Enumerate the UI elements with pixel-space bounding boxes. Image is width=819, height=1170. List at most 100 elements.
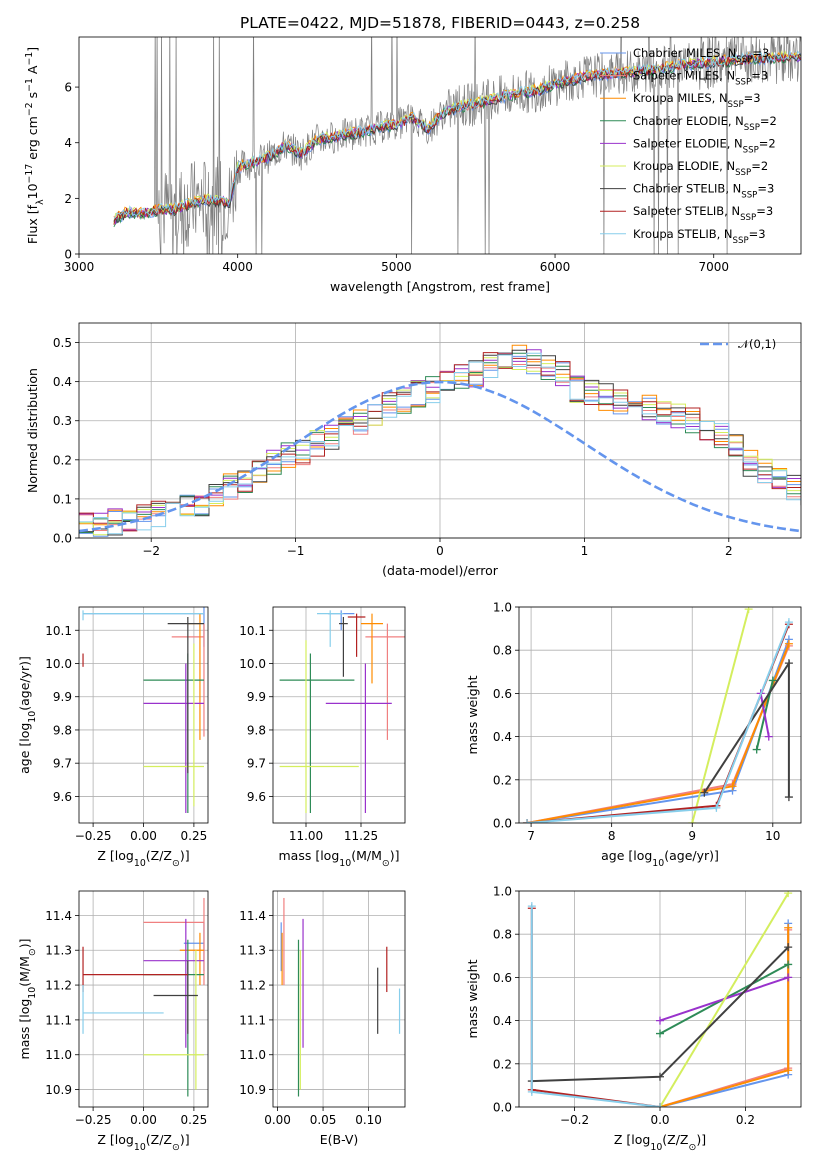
x-tick-label: 6000 [540,260,571,274]
residual-histogram [79,352,801,535]
y-tick-label: 0 [64,248,72,262]
y-tick-label: 11.0 [45,1048,72,1062]
y-tick-label: 4 [64,136,72,150]
y-tick-label: 11.1 [239,1013,266,1027]
panel-mass-vs-extinction: 0.00 0.05 0.10 10.9 11.0 11.1 11.2 11.3 11.4 E(B-… [239,890,406,1147]
weight-marker [712,803,721,812]
legend-label: Salpeter MILES, NSSP=3 [633,69,768,88]
y-tick-label: 0.8 [493,644,512,658]
y-tick-label: 11.1 [45,1013,72,1027]
weight-line [526,645,790,823]
y-tick-label: 6 [64,81,72,95]
x-tick-label: 0.2 [736,1113,755,1127]
legend-label: Kroupa STELIB, NSSP=3 [633,227,766,246]
weight-plot [523,607,793,823]
y-tick-label: 11.3 [45,944,72,958]
weight-line [659,923,790,1107]
weight-marker [656,1029,664,1038]
x-tick-label: 2 [725,544,733,558]
weight-marker [656,1016,664,1025]
errorbar-plot [279,610,405,814]
y-tick-label: 11.0 [239,1048,266,1062]
weight-marker [700,788,709,797]
x-axis-label: Z [log10(Z/Z⊙)] [97,848,189,869]
normal-curve [79,380,801,533]
y-axis-label: age [log10(age/yr)] [17,656,38,774]
residual-histogram [79,344,801,526]
x-tick-label: 0.00 [130,829,157,843]
errorbar-plot [82,607,205,814]
y-tick-label: 9.6 [53,790,72,804]
x-axis-label: age [log10(age/yr)] [601,848,719,869]
weight-marker [784,923,793,932]
x-tick-label: 1 [581,544,589,558]
model-spectrum [113,49,801,219]
axes-frame [518,890,802,1108]
y-tick-label: 0.2 [493,773,512,787]
y-tick-label: 0.0 [493,1101,512,1115]
y-tick-label: 0.5 [53,336,72,350]
weight-line [759,693,770,737]
figure-title: PLATE=0422, MJD=51878, FIBERID=0443, z=0… [240,14,640,32]
y-tick-label: 9.9 [247,690,266,704]
weight-plot [527,891,793,1107]
panel-age-vs-metallicity: −0.25 0.00 0.25 9.6 9.7 9.8 9.9 10.0 10.1 Z [log1… [17,606,209,869]
weight-marker [523,819,532,823]
y-tick-label: 9.7 [53,757,72,771]
y-tick-label: 11.2 [45,979,72,993]
x-tick-label: 5000 [381,260,412,274]
weight-marker [728,782,737,791]
legend-label: Chabrier STELIB, NSSP=3 [633,182,774,201]
weight-line [691,608,750,823]
panel-age-vs-mass: 11.00 11.25 9.6 9.7 9.8 9.9 10.0 10.1 mass [log1… [239,606,406,869]
y-tick-label: 9.8 [53,723,72,737]
weight-line [659,892,790,1107]
weight-marker [656,1103,664,1107]
axes-frame [78,36,802,255]
x-tick-label: −0.25 [75,1113,112,1127]
y-tick-label: 2 [64,192,72,206]
y-tick-label: 9.8 [247,723,266,737]
weight-line [526,639,790,823]
y-tick-label: 0.4 [53,375,72,389]
residual-histogram [79,349,801,531]
x-tick-label: 4000 [222,260,253,274]
y-tick-label: 10.1 [239,624,266,638]
y-axis-label: Normed distribution [25,368,40,493]
weight-marker [688,819,697,823]
x-tick-label: −1 [287,544,305,558]
weight-marker [764,732,773,741]
legend-label: Salpeter ELODIE, NSSP=2 [633,136,776,155]
x-tick-label: 3000 [64,260,95,274]
y-axis-label: mass weight [465,675,480,754]
y-tick-label: 11.3 [239,944,266,958]
weight-marker [527,902,536,911]
axes-frame [78,606,209,824]
y-axis-label: Flux [fλ10−17 erg cm−2 s−1 A−1] [24,47,46,244]
x-tick-label: 0.25 [181,829,208,843]
y-tick-label: 0.2 [53,453,72,467]
panel-mass-vs-metallicity: −0.25 0.00 0.25 10.9 11.0 11.1 11.2 11.3 11.4 Z [… [17,890,209,1153]
axes-frame [518,606,802,824]
axes-frame [78,322,802,539]
x-tick-label: 10 [765,829,780,843]
y-tick-label: 0.4 [493,730,512,744]
weight-marker [784,659,793,668]
y-tick-label: 0.8 [493,928,512,942]
weight-marker [784,1066,793,1075]
weight-marker [527,1087,536,1096]
x-tick-label: 9 [688,829,696,843]
axes-frame [272,890,406,1108]
x-tick-label: 0.00 [264,1113,291,1127]
x-tick-label: 8 [608,829,616,843]
weight-marker [752,745,761,754]
weight-marker [784,973,793,982]
axes-frame [272,606,406,824]
y-tick-label: 0.6 [493,971,512,985]
y-tick-label: 1.0 [493,885,512,899]
y-tick-label: 11.2 [239,979,266,993]
y-tick-label: 0.1 [53,492,72,506]
y-tick-label: 0.3 [53,414,72,428]
y-tick-label: 9.7 [247,757,266,771]
